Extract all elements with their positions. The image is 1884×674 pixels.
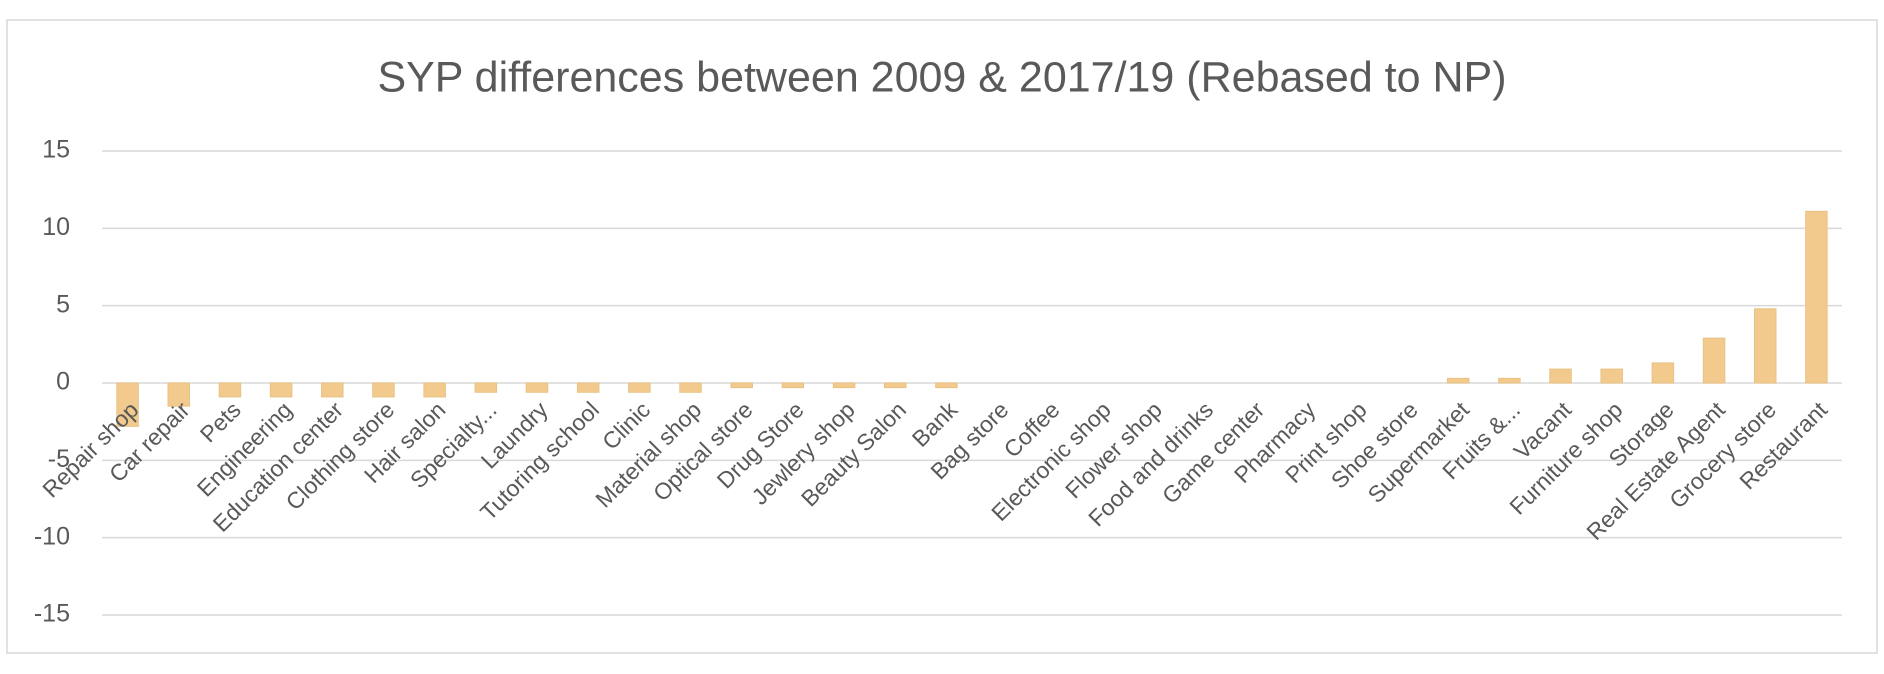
bar — [1600, 368, 1623, 384]
bar — [167, 382, 191, 407]
bar — [321, 382, 344, 398]
bar — [679, 382, 702, 393]
bar — [781, 382, 805, 389]
bar — [269, 382, 293, 398]
bar — [628, 382, 651, 393]
bar — [1651, 362, 1675, 384]
bar — [576, 382, 600, 393]
y-tick-label: -5 — [48, 445, 70, 473]
bar — [883, 382, 907, 389]
bar — [116, 382, 139, 427]
bar — [474, 382, 498, 393]
bar — [218, 382, 242, 398]
bar — [525, 382, 549, 393]
y-tick-label: 15 — [42, 136, 70, 164]
chart-title: SYP differences between 2009 & 2017/19 (… — [377, 53, 1506, 101]
y-tick-label: 10 — [42, 213, 70, 241]
bar — [730, 382, 753, 389]
y-tick-label: -15 — [34, 600, 70, 628]
bar — [1446, 377, 1470, 384]
bar — [935, 382, 958, 389]
y-tick-label: 5 — [56, 290, 70, 318]
bar — [1753, 308, 1777, 384]
chart-frame — [6, 19, 1878, 654]
bar — [372, 382, 395, 398]
bar — [1498, 377, 1521, 384]
bar — [832, 382, 856, 389]
y-tick-label: 0 — [56, 368, 70, 396]
bar — [1805, 210, 1828, 384]
y-tick-label: -10 — [34, 522, 70, 550]
bar — [1702, 337, 1726, 384]
bar — [1549, 368, 1572, 384]
bar — [423, 382, 446, 398]
